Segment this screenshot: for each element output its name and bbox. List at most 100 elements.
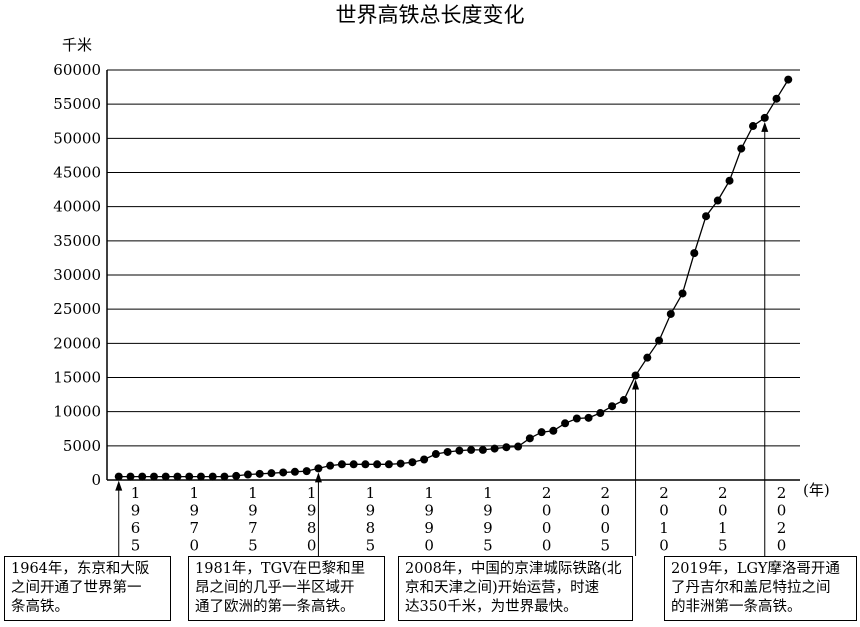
data-point [725, 176, 734, 185]
data-point [713, 196, 722, 205]
data-point [619, 396, 628, 405]
data-point [702, 212, 711, 221]
data-point [537, 428, 546, 437]
data-point [408, 458, 417, 467]
annotation-line: 1964年，东京和大阪 [11, 561, 150, 577]
annotation-line: 昂之间的几乎一半区域开 [195, 580, 355, 596]
data-point [631, 371, 640, 380]
data-point [490, 444, 499, 453]
data-point [361, 460, 370, 469]
data-point [314, 464, 323, 473]
chart-title: 世界高铁总长度变化 [336, 3, 525, 27]
gridlines [106, 69, 800, 481]
data-point [572, 414, 581, 423]
annotation-arrows [115, 121, 769, 556]
annotation-line: 了丹吉尔和盖尼特拉之间 [671, 580, 831, 596]
data-point [220, 472, 229, 481]
data-point [302, 467, 311, 476]
y-tick-label: 35000 [53, 232, 101, 250]
y-tick-label: 10000 [53, 403, 101, 421]
annotation-arrowhead [115, 480, 123, 491]
data-point [114, 472, 123, 481]
data-point [126, 472, 135, 481]
data-point [514, 442, 523, 451]
y-tick-label: 15000 [53, 369, 101, 387]
data-point [760, 113, 769, 122]
y-tick-labels: 0 5000 10000 15000 20000 25000 30000 35000 40000… [53, 61, 101, 489]
annotation-line: 条高铁。 [11, 599, 69, 615]
data-point [596, 409, 605, 418]
data-points [114, 75, 793, 481]
data-point [161, 472, 170, 481]
data-point [549, 426, 558, 435]
annotation-box: 1964年，东京和大阪 之间开通了世界第一 条高铁。 [4, 556, 171, 621]
data-point [185, 472, 194, 481]
data-point [396, 459, 405, 468]
data-point [643, 353, 652, 362]
annotation-line: 京和天津之间)开始运营，时速 [405, 580, 600, 596]
data-point [784, 75, 793, 84]
annotation-box: 2008年，中国的京津城际铁路(北 京和天津之间)开始运营，时速 达350千米，为世… [398, 556, 633, 621]
data-point [584, 413, 593, 422]
y-tick-label: 30000 [53, 266, 101, 284]
data-point [255, 469, 264, 478]
data-point [138, 472, 147, 481]
data-point [349, 460, 358, 469]
annotation-arrowhead [314, 472, 322, 483]
annotation-line: 1981年，TGV在巴黎和里 [195, 561, 366, 577]
annotation-line: 达350千米，为世界最快。 [405, 599, 578, 615]
data-point [678, 289, 687, 298]
data-point [208, 472, 217, 481]
data-point [655, 336, 664, 345]
annotation-line: 2008年，中国的京津城际铁路(北 [405, 561, 622, 577]
annotation-arrowhead [761, 121, 769, 132]
data-point [326, 461, 335, 470]
data-point [290, 467, 299, 476]
data-point [232, 471, 241, 480]
data-point [690, 249, 699, 258]
data-point [384, 460, 393, 469]
annotation-line: 的非洲第一条高铁。 [671, 599, 802, 615]
annotation-box: 2019年，LGY摩洛哥开通 了丹吉尔和盖尼特拉之间 的非洲第一条高铁。 [664, 556, 857, 621]
annotation-line: 通了欧洲的第一条高铁。 [195, 599, 355, 615]
data-point [279, 468, 288, 477]
annotation-box: 1981年，TGV在巴黎和里 昂之间的几乎一半区域开 通了欧洲的第一条高铁。 [188, 556, 385, 621]
data-point [772, 94, 781, 103]
y-tick-label: 20000 [53, 334, 101, 352]
data-point [737, 144, 746, 153]
y-axis-unit-label: 千米 [62, 36, 92, 54]
data-point [267, 469, 276, 478]
annotation-line: 之间开通了世界第一 [11, 580, 142, 596]
y-tick-label: 25000 [53, 300, 101, 318]
y-tick-label: 5000 [63, 437, 101, 455]
series-line [118, 79, 789, 478]
data-point [337, 460, 346, 469]
data-point [455, 446, 464, 455]
data-point [749, 122, 758, 131]
y-tick-label: 45000 [53, 164, 101, 182]
data-point [467, 445, 476, 454]
y-tick-label: 0 [91, 471, 101, 489]
data-point [608, 402, 617, 411]
y-tick-label: 50000 [53, 129, 101, 147]
x-tick-labels: 1 9 6 5 1 9 7 0 1 9 7 5 1 9 8 0 1 9 8 5 1 9 9 0 1 9 9 5 2 0 0 0 2 0 0 5 2 0 1 0… [131, 484, 787, 555]
y-tick-label: 40000 [53, 198, 101, 216]
data-point [443, 447, 452, 456]
data-point [431, 450, 440, 459]
data-point [149, 472, 158, 481]
annotation-line: 2019年，LGY摩洛哥开通 [671, 561, 840, 577]
data-point [173, 472, 182, 481]
data-point [196, 472, 205, 481]
data-point [243, 470, 252, 479]
